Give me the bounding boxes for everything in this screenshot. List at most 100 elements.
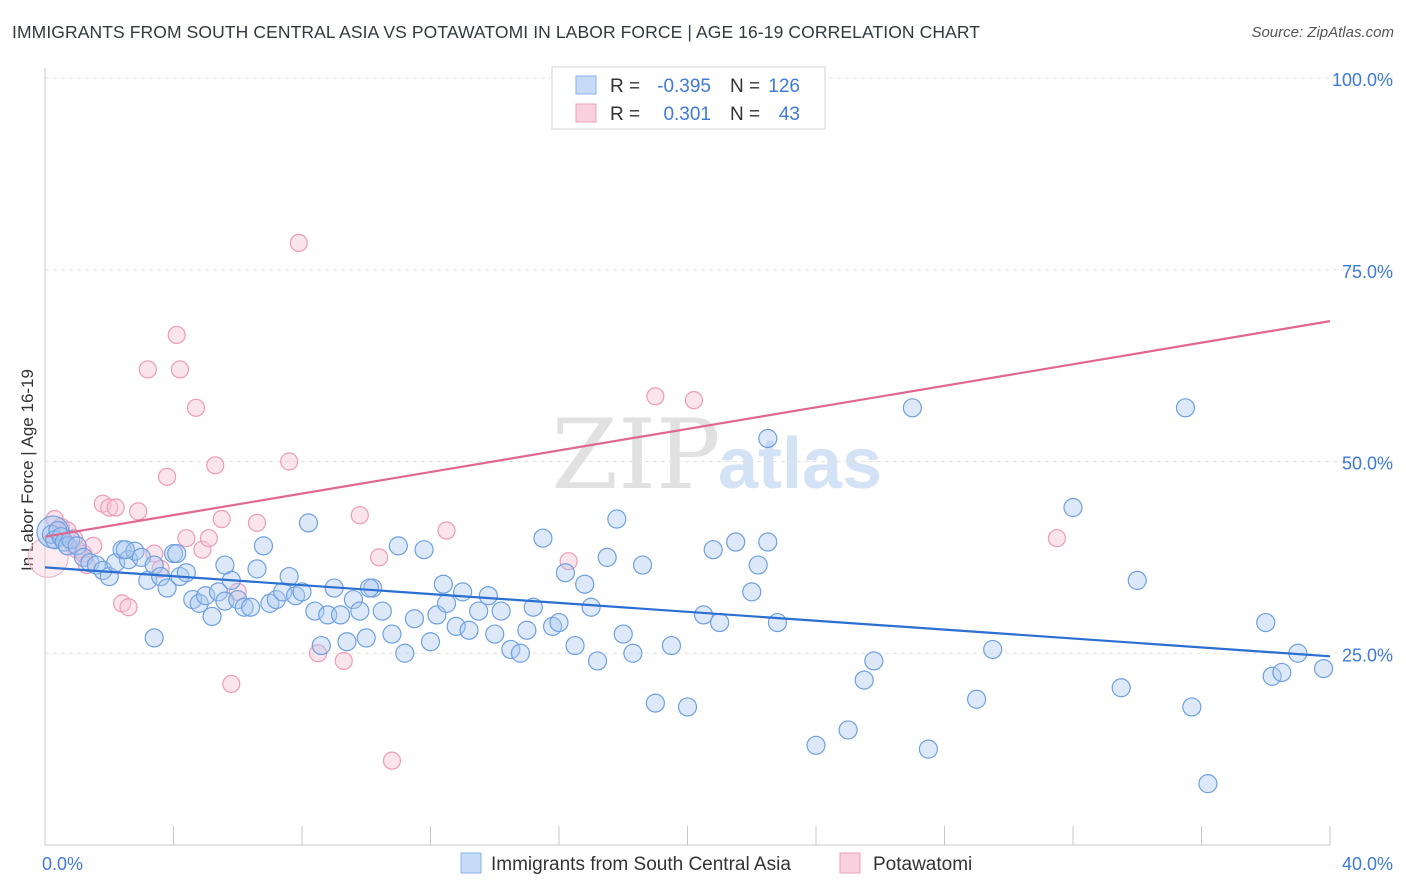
chart-title: IMMIGRANTS FROM SOUTH CENTRAL ASIA VS PO… <box>12 22 981 42</box>
trend-lines <box>44 320 1331 658</box>
south-central-asia-point <box>661 635 682 656</box>
south-central-asia-point <box>549 612 569 633</box>
south-central-asia-point <box>677 697 698 717</box>
potawatomi-point <box>334 651 353 671</box>
potawatomi-point <box>186 398 206 417</box>
south-central-asia-point <box>632 555 653 575</box>
south-central-asia-point <box>555 563 576 583</box>
y-tick-label: 50.0% <box>1342 454 1393 474</box>
south-central-asia-point <box>388 536 408 556</box>
south-central-asia-trend-line <box>44 566 1331 658</box>
svg-text:atlas: atlas <box>718 424 882 504</box>
y-tick-label: 100.0% <box>1332 70 1393 90</box>
south-central-asia-point <box>420 632 441 652</box>
potawatomi-point <box>382 751 402 770</box>
south-central-asia-point <box>478 586 498 606</box>
south-central-asia-point <box>247 559 267 579</box>
south-central-asia-point <box>587 651 608 671</box>
south-central-asia-point <box>343 589 363 610</box>
south-central-asia-point <box>404 609 425 629</box>
south-central-asia-point <box>234 597 254 617</box>
south-central-asia-point <box>575 574 595 594</box>
south-central-asia-point <box>202 606 222 627</box>
south-central-asia-point <box>533 528 553 548</box>
stats-legend-swatch-blue <box>575 75 597 95</box>
potawatomi-point <box>350 506 369 525</box>
svg-text:ZIP: ZIP <box>551 399 720 511</box>
potawatomi-point <box>129 502 148 521</box>
potawatomi-point <box>206 456 225 475</box>
potawatomi-point <box>119 598 138 617</box>
potawatomi-point <box>280 452 299 471</box>
legend-swatch-pink <box>839 852 861 874</box>
series-legend: Immigrants from South Central Asia Potaw… <box>460 852 972 875</box>
south-central-asia-point <box>491 601 511 621</box>
south-central-asia-point <box>1063 497 1083 518</box>
stats-r-label-blue: R = <box>610 76 640 97</box>
potawatomi-point <box>157 467 177 486</box>
south-central-asia-point <box>710 612 730 633</box>
potawatomi-point <box>138 360 157 379</box>
south-central-asia-point <box>693 605 714 625</box>
south-central-asia-point <box>372 601 392 621</box>
stats-r-value-pink: 0.301 <box>663 104 711 125</box>
south-central-asia-point <box>623 643 643 663</box>
potawatomi-point <box>199 529 218 548</box>
gridlines <box>45 77 1395 654</box>
south-central-asia-point <box>983 639 1003 660</box>
stats-r-label-pink: R = <box>610 104 640 125</box>
potawatomi-point <box>646 387 665 406</box>
south-central-asia-point <box>758 428 778 449</box>
south-central-asia-point <box>854 670 874 690</box>
south-central-asia-point <box>446 616 466 637</box>
south-central-asia-point <box>337 632 357 652</box>
south-central-asia-point <box>742 582 762 602</box>
south-central-asia-point <box>436 593 457 613</box>
south-central-asia-point <box>350 601 370 621</box>
potawatomi-point <box>437 521 456 540</box>
south-central-asia-point <box>902 398 922 418</box>
legend-label-blue: Immigrants from South Central Asia <box>491 854 791 875</box>
legend-swatch-blue <box>460 852 482 874</box>
south-central-asia-point <box>967 689 987 709</box>
stats-n-value-blue: 126 <box>768 76 800 97</box>
south-central-asia-point <box>215 555 235 575</box>
source-credit: Source: ZipAtlas.com <box>1251 24 1394 41</box>
south-central-asia-point <box>330 605 351 625</box>
potawatomi-point <box>151 559 170 578</box>
south-central-asia-point <box>597 547 617 567</box>
south-central-asia-point <box>115 540 135 560</box>
potawatomi-point <box>212 509 231 529</box>
stats-legend: R = -0.395 N = 126 R = 0.301 N = 43 <box>551 66 826 130</box>
south-central-asia-point <box>395 643 415 663</box>
potawatomi-point <box>193 540 212 559</box>
south-central-asia-point <box>748 555 768 575</box>
south-central-asia-point <box>806 735 826 755</box>
potawatomi-point <box>177 529 196 548</box>
potawatomi-point <box>1047 529 1067 548</box>
x-tick-label-max: 40.0% <box>1342 854 1393 874</box>
y-tick-label: 75.0% <box>1342 262 1393 282</box>
south-central-asia-point <box>298 513 319 533</box>
south-central-asia-point <box>767 612 788 633</box>
south-central-asia-point <box>305 601 325 621</box>
south-central-asia-point <box>1272 662 1292 683</box>
south-central-asia-point <box>196 586 216 606</box>
potawatomi-point <box>100 498 119 517</box>
potawatomi-point <box>106 498 125 517</box>
south-central-asia-point <box>613 624 633 644</box>
south-central-asia-point <box>359 578 380 598</box>
south-central-asia-point <box>241 597 261 617</box>
south-central-asia-point <box>607 509 627 529</box>
south-central-asia-point <box>517 620 537 640</box>
potawatomi-point <box>222 674 241 694</box>
stats-r-value-blue: -0.395 <box>657 76 711 97</box>
south-central-asia-point <box>176 563 196 583</box>
south-central-asia-point <box>1127 570 1147 590</box>
legend-label-pink: Potawatomi <box>873 854 972 875</box>
potawatomi-point <box>247 513 267 532</box>
potawatomi-point <box>170 360 190 379</box>
south-central-asia-point <box>167 543 187 564</box>
south-central-asia-point <box>279 566 299 587</box>
south-central-asia-point <box>565 635 585 656</box>
